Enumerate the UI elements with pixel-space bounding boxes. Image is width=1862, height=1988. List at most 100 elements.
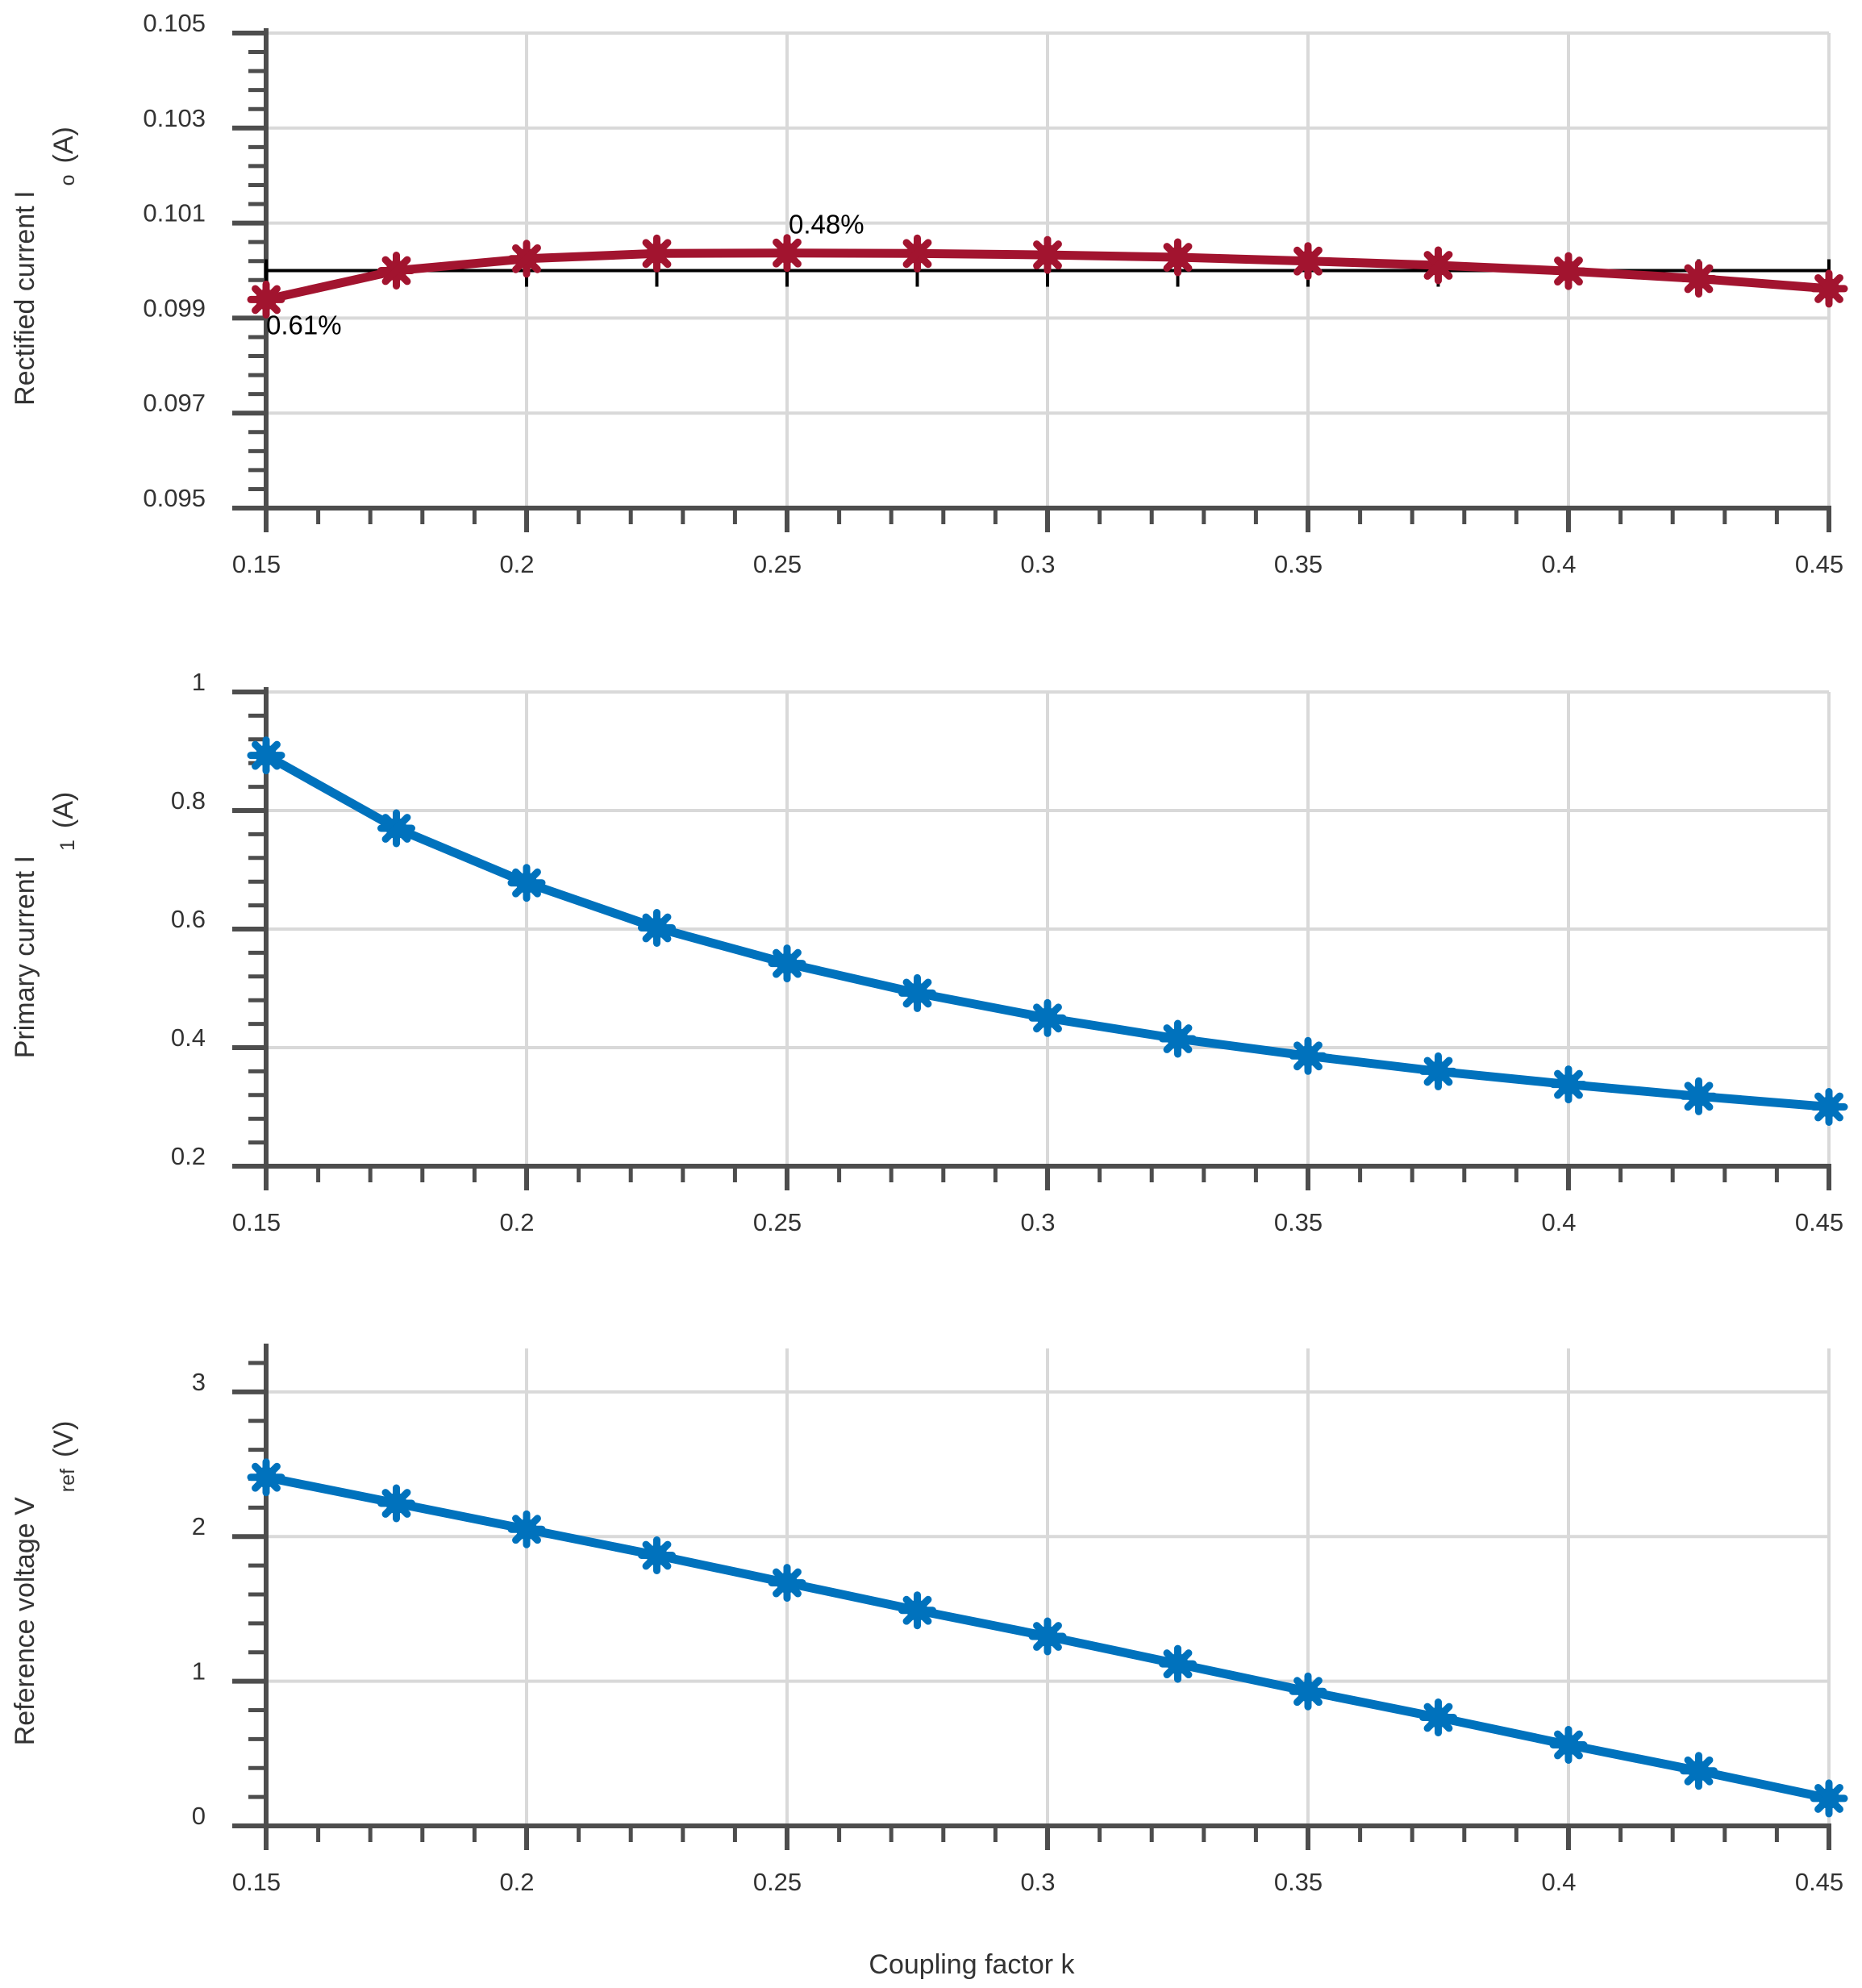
y-tick-label: 0.097 <box>143 389 206 417</box>
x-axis-title: Coupling factor k <box>869 1949 1075 1980</box>
data-point-ray <box>773 948 802 978</box>
x-tick-label: 0.4 <box>1541 550 1576 578</box>
data-point-ray <box>1814 1783 1843 1813</box>
data-point-ray <box>1293 246 1323 276</box>
data-point <box>507 864 546 902</box>
data-point-ray <box>1163 1024 1193 1053</box>
data-point-ray <box>642 913 672 943</box>
data-point <box>1810 269 1848 308</box>
x-tick-label: 0.2 <box>499 550 534 578</box>
y-tick-label: 0.2 <box>171 1142 206 1170</box>
data-point-ray <box>1554 1730 1583 1760</box>
data-point <box>377 809 415 848</box>
data-point-ray <box>1033 240 1062 270</box>
data-point <box>638 909 676 947</box>
x-tick-label: 0.2 <box>499 1868 534 1896</box>
data-point-ray <box>773 1568 802 1598</box>
data-point <box>1289 1672 1327 1711</box>
y-axis-title: Primary current I 1 (A) <box>10 792 79 1059</box>
data-point-ray <box>1684 264 1714 294</box>
y-tick-label: 0 <box>192 1802 206 1830</box>
data-point-ray <box>642 239 672 269</box>
data-point-ray <box>381 814 411 843</box>
y-tick-label: 0.101 <box>143 199 206 227</box>
data-point <box>1680 1752 1718 1790</box>
x-tick-label: 0.3 <box>1020 1208 1055 1236</box>
y-axis-title-main: Rectified current I <box>10 190 40 405</box>
data-point <box>768 1564 806 1602</box>
reference-voltage-panel: 0.15 0.2 0.25 0.3 0.35 0.4 0.45 0 1 2 3 Reference v… <box>10 1344 1848 1896</box>
data-point <box>377 252 415 290</box>
data-point-ray <box>1554 256 1583 286</box>
data-point-ray <box>512 244 541 273</box>
data-point <box>1419 1052 1457 1090</box>
annotation-label: 0.48% <box>789 210 864 240</box>
data-point <box>898 234 936 273</box>
x-tick-label: 0.4 <box>1541 1868 1576 1896</box>
y-tick-label: 0.095 <box>143 484 206 512</box>
data-point-ray <box>1423 251 1453 280</box>
data-point <box>1159 238 1197 277</box>
y-axis-title-main: Primary current I <box>10 856 40 1058</box>
y-tick-label: 0.103 <box>143 104 206 132</box>
y-axis-title-main: Reference voltage V <box>10 1497 40 1745</box>
data-point-ray <box>1814 273 1843 303</box>
primary-current-panel: 0.15 0.2 0.25 0.3 0.35 0.4 0.450.20.40.60.81Pr… <box>10 668 1848 1236</box>
data-point <box>1810 1779 1848 1818</box>
x-tick-label: 0.35 <box>1274 1208 1323 1236</box>
x-tick-label: 0.3 <box>1020 550 1055 578</box>
series-0 <box>247 736 1848 1126</box>
data-point-ray <box>512 868 541 898</box>
y-tick-label: 1 <box>192 1657 206 1686</box>
y-axis-title-subscript: ref <box>56 1469 79 1492</box>
x-tick-label: 0.15 <box>232 1208 281 1236</box>
series-0 <box>247 1458 1848 1818</box>
data-point-ray <box>381 256 411 285</box>
y-tick-label: 0.105 <box>143 9 206 37</box>
data-point-ray <box>381 1489 411 1518</box>
axes: 0.15 0.2 0.25 0.3 0.35 0.4 0.45 0.095 0.097 0.099… <box>143 9 1843 578</box>
y-axis-title-unit: (A) <box>48 792 79 828</box>
data-point-ray <box>512 1515 541 1544</box>
data-point-ray <box>1293 1677 1323 1707</box>
x-tick-label: 0.15 <box>232 1868 281 1896</box>
data-point <box>1028 998 1067 1037</box>
y-tick-label: 3 <box>192 1368 206 1396</box>
y-tick-label: 0.099 <box>143 294 206 322</box>
x-tick-label: 0.25 <box>753 550 802 578</box>
data-point-ray <box>773 238 802 268</box>
data-point-ray <box>252 285 281 315</box>
data-point-ray <box>1684 1082 1714 1111</box>
y-tick-label: 0.6 <box>171 905 206 933</box>
data-point <box>1549 1726 1588 1764</box>
data-point <box>377 1484 415 1523</box>
series-0 <box>247 234 1848 319</box>
data-point <box>1159 1019 1197 1058</box>
rectified-current-panel: 0.15 0.2 0.25 0.3 0.35 0.4 0.45 0.095 0.097 0.099… <box>10 9 1848 578</box>
y-axis-title-unit: (A) <box>48 127 79 163</box>
axes: 0.15 0.2 0.25 0.3 0.35 0.4 0.45 0 1 2 3 <box>192 1344 1843 1896</box>
data-point-ray <box>1554 1069 1583 1099</box>
x-tick-label: 0.45 <box>1795 1208 1843 1236</box>
data-point <box>1549 252 1588 290</box>
data-point <box>1680 260 1718 298</box>
y-axis-title-subscript: 1 <box>56 840 79 851</box>
data-point <box>507 240 546 278</box>
y-tick-label: 2 <box>192 1512 206 1540</box>
y-axis-title: Reference voltage V ref (V) <box>10 1421 79 1746</box>
data-point-ray <box>902 239 932 269</box>
x-tick-label: 0.3 <box>1020 1868 1055 1896</box>
data-point-ray <box>252 1462 281 1492</box>
y-axis-title-unit: (V) <box>48 1421 79 1457</box>
data-point <box>1028 235 1067 274</box>
data-point <box>247 280 285 319</box>
data-point <box>768 944 806 983</box>
y-axis-title-subscript: o <box>56 174 79 185</box>
x-tick-label: 0.4 <box>1541 1208 1576 1236</box>
y-tick-label: 0.8 <box>171 786 206 815</box>
data-point-ray <box>1293 1041 1323 1071</box>
data-point-ray <box>1163 1649 1193 1679</box>
y-tick-label: 1 <box>192 668 206 696</box>
data-point <box>247 1458 285 1497</box>
